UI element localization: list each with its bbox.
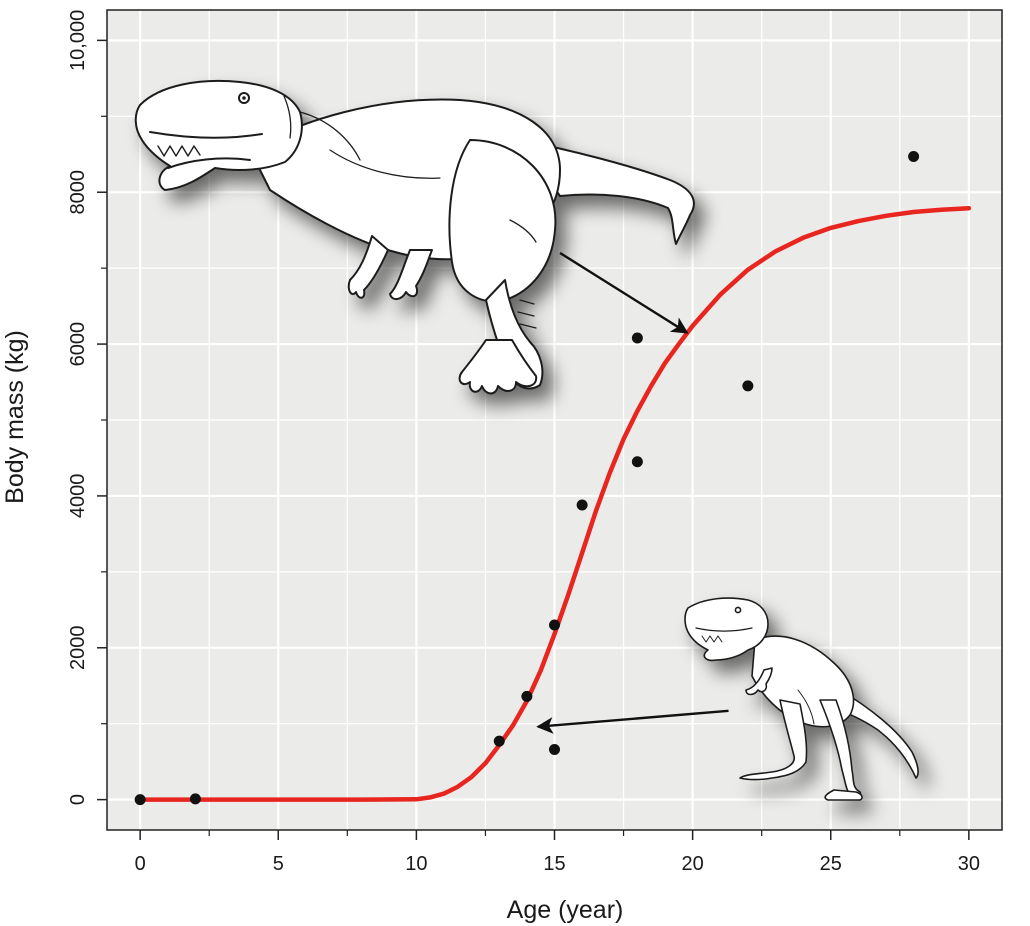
y-tick-label: 8000 — [67, 170, 89, 215]
x-tick-label: 10 — [405, 853, 427, 875]
data-point-5 — [549, 619, 560, 631]
data-point-3 — [521, 690, 533, 702]
data-point-9 — [742, 380, 754, 392]
data-point-8 — [631, 332, 643, 344]
x-tick-label: 5 — [273, 853, 284, 875]
y-axis-title: Body mass (kg) — [1, 330, 29, 504]
y-tick-label: 0 — [67, 794, 89, 805]
x-tick-label: 25 — [820, 853, 842, 875]
y-tick-label: 10,000 — [67, 10, 89, 71]
data-point-2 — [493, 735, 505, 747]
pointer-arrow-1 — [536, 709, 729, 734]
growth-curve-layer — [137, 205, 972, 802]
data-point-7 — [631, 456, 643, 468]
x-axis: 0 5 10 15 20 25 30 — [135, 830, 980, 875]
adult-tyrannosaurus-illustration — [134, 79, 695, 395]
data-points — [134, 151, 920, 806]
growth-curve-series — [137, 205, 972, 802]
pointer-arrows — [536, 251, 729, 734]
x-tick-label: 30 — [958, 853, 980, 875]
data-point-1 — [189, 793, 201, 805]
y-tick-label: 6000 — [67, 322, 89, 367]
x-tick-label: 0 — [135, 853, 146, 875]
y-tick-label: 2000 — [67, 626, 89, 671]
y-tick-label: 4000 — [67, 474, 89, 519]
data-point-6 — [576, 499, 588, 511]
data-point-4 — [549, 744, 560, 756]
data-point-10 — [908, 151, 920, 163]
y-axis: 0 2000 4000 6000 8000 10,000 — [67, 10, 107, 805]
juvenile-tyrannosaurus-illustration — [684, 597, 919, 801]
data-point-0 — [134, 794, 146, 806]
x-tick-label: 20 — [681, 853, 703, 875]
pointer-arrow-0 — [559, 251, 689, 334]
x-axis-title: Age (year) — [507, 896, 624, 924]
x-tick-label: 15 — [543, 853, 565, 875]
